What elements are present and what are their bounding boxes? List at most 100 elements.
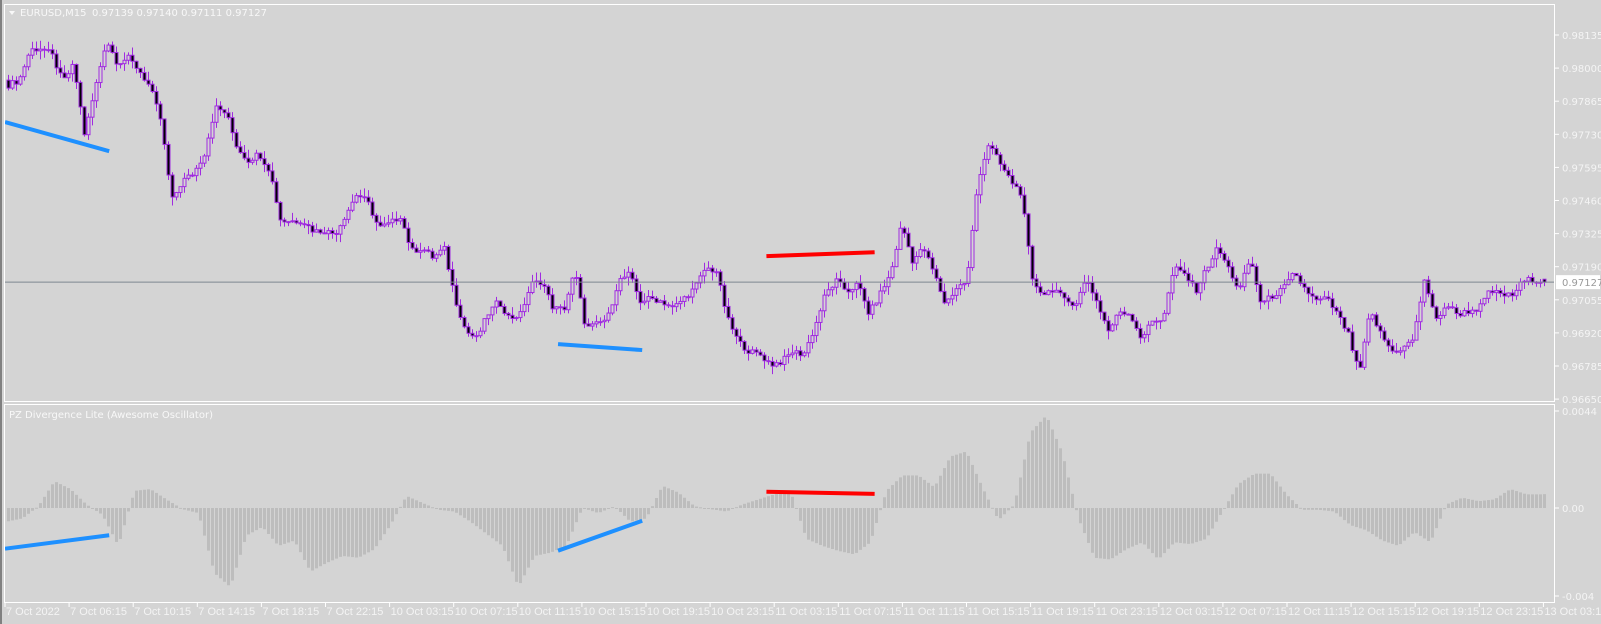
candle [662,295,667,311]
candle-body [582,297,587,325]
candle [158,101,163,126]
histogram-bar [1507,490,1510,508]
histogram-bar [115,508,118,542]
histogram-bar [915,475,918,508]
histogram-bar [1331,508,1334,512]
candle-body [1250,263,1255,267]
candle-body [366,196,371,203]
candle-body [1402,345,1407,352]
candle [1102,311,1107,324]
candle-body [710,267,715,273]
candle-body [982,158,987,176]
candle-body [418,250,423,253]
candle-body [30,48,35,56]
histogram-bar [211,508,214,566]
candle-body [1374,314,1379,327]
candle [1030,244,1035,286]
candle-body [1130,313,1135,322]
candle [746,345,751,361]
candle [370,197,375,219]
candle-body [1042,292,1047,296]
histogram-bar [335,508,338,559]
candle [1490,285,1495,296]
candle [950,287,955,306]
candle [1134,317,1139,331]
histogram-bar [1023,459,1026,508]
candle [442,241,447,255]
histogram-bar [983,491,986,508]
candle-body [1418,301,1423,323]
candle-body [842,281,847,290]
candle-body [1530,276,1535,283]
candle [490,306,495,322]
candle-body [1406,341,1411,347]
candle [302,218,307,229]
histogram-bar [183,508,186,510]
histogram-bar [339,508,342,557]
histogram-bar [1359,508,1362,529]
histogram-bar [327,508,330,563]
indicator-window-frame[interactable] [4,404,1555,603]
candle-body [522,304,527,313]
histogram-bar [423,503,426,508]
candle [794,345,799,360]
candle [78,80,83,115]
candle [654,296,659,304]
time-tick-label: 11 Oct 11:15 [903,606,964,618]
candle [178,186,183,198]
histogram-bar [895,481,898,508]
candle-body [874,302,879,306]
oscillator-overlay [4,489,875,553]
candle-body [1270,295,1275,299]
candle [338,224,343,243]
candle-body [910,246,915,264]
histogram-bar [635,508,638,521]
histogram-bar [223,508,226,582]
triangle-down-icon[interactable] [9,11,15,15]
candle [462,315,467,329]
candle-body [1242,272,1247,288]
candle-body [1026,213,1031,247]
histogram-bar [911,475,914,508]
histogram-bar [367,508,370,553]
candle [1478,299,1483,318]
candle [902,226,907,238]
candle-body [770,360,775,367]
chart-symbol-label: EURUSD,M15 [20,8,86,19]
candle [1178,259,1183,272]
histogram-bar [851,508,854,554]
candle-body [678,300,683,305]
histogram-bar [735,507,738,509]
histogram-bar [195,508,198,513]
candle [398,215,403,225]
histogram-bar [883,497,886,508]
histogram-bar [811,508,814,542]
histogram-bar [1235,487,1238,508]
candle [738,328,743,347]
histogram-bar [1467,498,1470,508]
time-tick-label: 10 Oct 07:15 [455,606,518,618]
candle-body [970,229,975,269]
candle [334,229,339,242]
candle-body [738,335,743,342]
candle-body [598,321,603,324]
candle-body [1054,289,1059,293]
candle-body [1150,320,1155,326]
histogram-bar [787,491,790,508]
histogram-bar [835,508,838,551]
candle-body [110,44,115,54]
candle-body [1238,285,1243,288]
candle [546,284,551,301]
candle-body [106,44,111,52]
histogram-bar [555,508,558,551]
candle [538,272,543,290]
candle [470,329,475,339]
candle [330,227,335,239]
histogram-bar [815,508,818,544]
histogram-bar [767,496,770,508]
histogram-bar [531,508,534,560]
candle-body [1010,175,1015,185]
candle-body [1226,259,1231,268]
histogram-bar [1087,508,1090,543]
